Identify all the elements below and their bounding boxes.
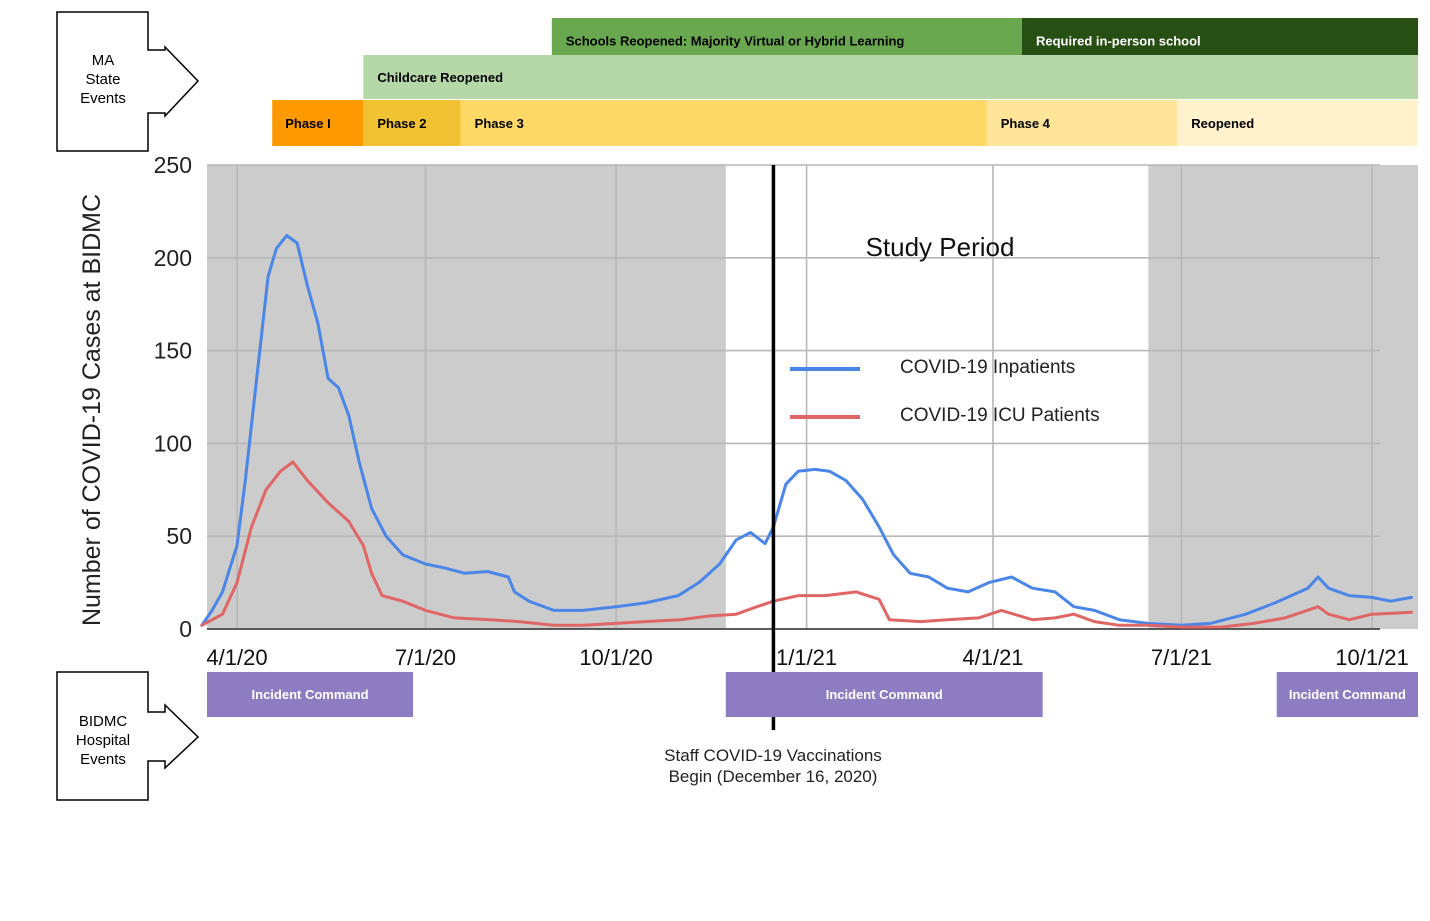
hospital-events-label-1: BIDMC	[79, 713, 128, 730]
shaded-period-1	[1148, 165, 1418, 629]
state-event-bar-2-4	[1177, 100, 1418, 146]
state-events-label-1: MA	[92, 52, 115, 69]
state-event-label: Phase 4	[1001, 116, 1051, 131]
state-event-label: Childcare Reopened	[377, 70, 503, 85]
x-tick-label: 10/1/20	[579, 645, 652, 670]
y-axis-title: Number of COVID-19 Cases at BIDMC	[78, 194, 106, 626]
x-tick-label: 10/1/21	[1335, 645, 1408, 670]
state-event-label: Phase I	[285, 116, 331, 131]
series-lines	[200, 234, 1413, 629]
shaded-period-0	[207, 165, 726, 629]
legend-label-inpatients: COVID-19 Inpatients	[900, 357, 1075, 378]
state-event-label: Required in-person school	[1036, 34, 1201, 49]
state-event-label: Phase 3	[475, 116, 524, 131]
y-tick-label: 0	[179, 616, 192, 642]
x-tick-label: 4/1/21	[962, 645, 1023, 670]
state-event-bar-2-1	[363, 100, 461, 146]
plot-background	[207, 165, 1418, 629]
incident-command-label: Incident Command	[826, 687, 943, 702]
bidmc-hospital-events-arrow: BIDMC Hospital Events	[56, 671, 200, 801]
hospital-events-label-3: Events	[80, 751, 126, 768]
study-period-label: Study Period	[866, 232, 1015, 262]
incident-command-bar-2	[1276, 672, 1418, 717]
state-event-bar-2-2	[460, 100, 987, 146]
axis-tick-labels: 0 50 100 150 200 250 4/1/20 7/1/20 10/1/20 1/1/21…	[154, 152, 1409, 670]
x-tick-label: 1/1/21	[776, 645, 837, 670]
vaccination-caption-line2: Begin (December 16, 2020)	[669, 767, 878, 786]
state-event-label: Reopened	[1191, 116, 1254, 131]
y-tick-label: 250	[154, 152, 192, 178]
incident-command-label: Incident Command	[252, 687, 369, 702]
state-events-label-2: State	[85, 71, 120, 88]
vaccination-caption-line1: Staff COVID-19 Vaccinations	[664, 746, 882, 765]
state-event-bar-2-3	[986, 100, 1178, 146]
state-event-bar-2-0	[272, 100, 364, 146]
y-tick-label: 200	[154, 245, 192, 271]
x-tick-label: 4/1/20	[206, 645, 267, 670]
y-tick-label: 150	[154, 338, 192, 364]
incident-command-bar-0	[207, 672, 414, 717]
legend: COVID-19 Inpatients COVID-19 ICU Patient…	[790, 357, 1100, 426]
state-events-arrow-shape	[56, 11, 200, 152]
state-events-label-3: Events	[80, 90, 126, 107]
hospital-events-timeline: Incident Command Incident Command Incident…	[207, 672, 1418, 717]
y-tick-label: 50	[166, 523, 192, 549]
state-event-label: Schools Reopened: Majority Virtual or Hy…	[566, 34, 905, 49]
x-tick-label: 7/1/20	[395, 645, 456, 670]
state-event-label: Phase 2	[377, 116, 426, 131]
legend-label-icu: COVID-19 ICU Patients	[900, 405, 1100, 426]
grid-lines	[207, 164, 1380, 630]
hospital-events-label-2: Hospital	[76, 732, 130, 749]
x-tick-label: 7/1/21	[1151, 645, 1212, 670]
ma-state-events-arrow: MA State Events	[56, 11, 200, 152]
y-tick-label: 100	[154, 430, 192, 456]
incident-command-bar-1	[725, 672, 1043, 717]
series-line-icu	[200, 460, 1413, 629]
hospital-events-arrow-shape	[56, 671, 200, 801]
incident-command-label: Incident Command	[1289, 687, 1406, 702]
state-event-bar-1-0	[363, 55, 1418, 99]
series-line-inpatients	[200, 234, 1413, 627]
state-events-timeline: Schools Reopened: Majority Virtual or Hy…	[272, 18, 1418, 146]
